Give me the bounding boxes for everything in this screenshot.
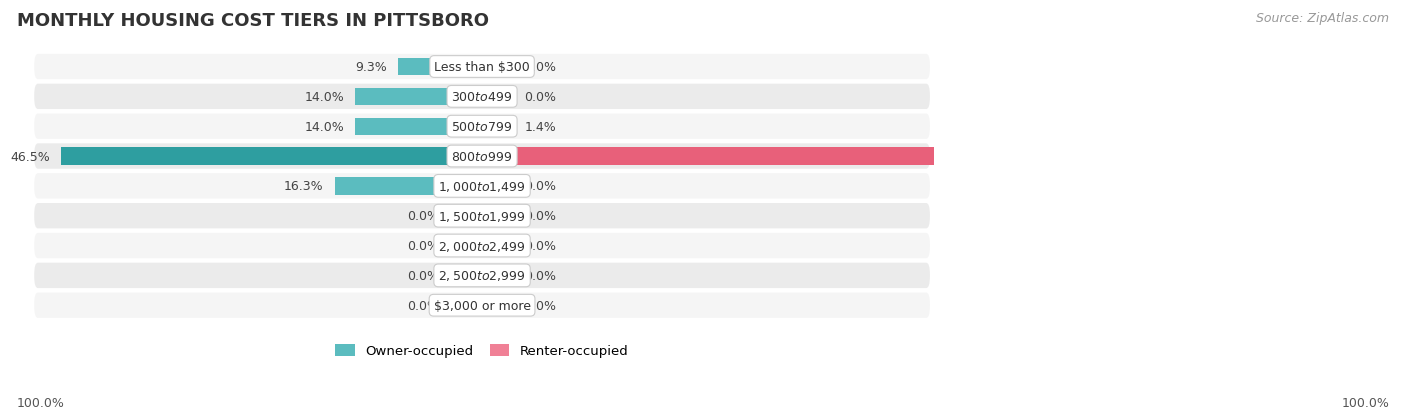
Bar (335, 178, 482, 195)
Bar (482, 148, 1324, 165)
Text: $1,500 to $1,999: $1,500 to $1,999 (439, 209, 526, 223)
Text: 0.0%: 0.0% (408, 299, 440, 312)
Text: 0.0%: 0.0% (408, 240, 440, 252)
Bar (482, 267, 513, 284)
Bar (450, 208, 482, 225)
Text: $300 to $499: $300 to $499 (451, 90, 513, 104)
Bar (482, 237, 513, 254)
FancyBboxPatch shape (34, 293, 929, 318)
Text: 14.0%: 14.0% (305, 90, 344, 104)
FancyBboxPatch shape (34, 144, 929, 169)
Bar (482, 59, 513, 76)
FancyBboxPatch shape (34, 233, 929, 259)
Text: 0.0%: 0.0% (524, 90, 557, 104)
Text: 0.0%: 0.0% (524, 61, 557, 74)
Bar (482, 178, 513, 195)
Text: 100.0%: 100.0% (17, 396, 65, 409)
Text: 0.0%: 0.0% (524, 180, 557, 193)
Bar (356, 118, 482, 135)
Bar (482, 208, 513, 225)
Bar (450, 267, 482, 284)
Bar (482, 118, 513, 135)
Legend: Owner-occupied, Renter-occupied: Owner-occupied, Renter-occupied (330, 339, 634, 363)
Bar (62, 148, 482, 165)
Text: 0.0%: 0.0% (524, 299, 557, 312)
Text: Source: ZipAtlas.com: Source: ZipAtlas.com (1256, 12, 1389, 25)
Text: $800 to $999: $800 to $999 (451, 150, 513, 163)
Text: 9.3%: 9.3% (356, 61, 387, 74)
Bar (356, 88, 482, 106)
FancyBboxPatch shape (34, 85, 929, 110)
Text: 0.0%: 0.0% (524, 269, 557, 282)
Bar (450, 237, 482, 254)
FancyBboxPatch shape (34, 263, 929, 288)
Text: 93.1%: 93.1% (1270, 150, 1313, 163)
Text: 0.0%: 0.0% (524, 240, 557, 252)
Text: 46.5%: 46.5% (11, 150, 51, 163)
Text: 100.0%: 100.0% (1341, 396, 1389, 409)
Text: $3,000 or more: $3,000 or more (433, 299, 530, 312)
Bar (482, 297, 513, 314)
Text: $2,500 to $2,999: $2,500 to $2,999 (439, 269, 526, 282)
Text: 0.0%: 0.0% (408, 210, 440, 223)
Text: 14.0%: 14.0% (305, 121, 344, 133)
FancyBboxPatch shape (34, 204, 929, 229)
Text: $500 to $799: $500 to $799 (451, 121, 513, 133)
FancyBboxPatch shape (34, 114, 929, 140)
Bar (482, 88, 513, 106)
Bar (450, 297, 482, 314)
Text: MONTHLY HOUSING COST TIERS IN PITTSBORO: MONTHLY HOUSING COST TIERS IN PITTSBORO (17, 12, 489, 30)
Text: 0.0%: 0.0% (524, 210, 557, 223)
Text: $2,000 to $2,499: $2,000 to $2,499 (439, 239, 526, 253)
Text: 1.4%: 1.4% (524, 121, 557, 133)
FancyBboxPatch shape (34, 55, 929, 80)
Text: Less than $300: Less than $300 (434, 61, 530, 74)
Bar (398, 59, 482, 76)
Text: $1,000 to $1,499: $1,000 to $1,499 (439, 179, 526, 193)
FancyBboxPatch shape (34, 174, 929, 199)
Text: 0.0%: 0.0% (408, 269, 440, 282)
Text: 16.3%: 16.3% (284, 180, 323, 193)
